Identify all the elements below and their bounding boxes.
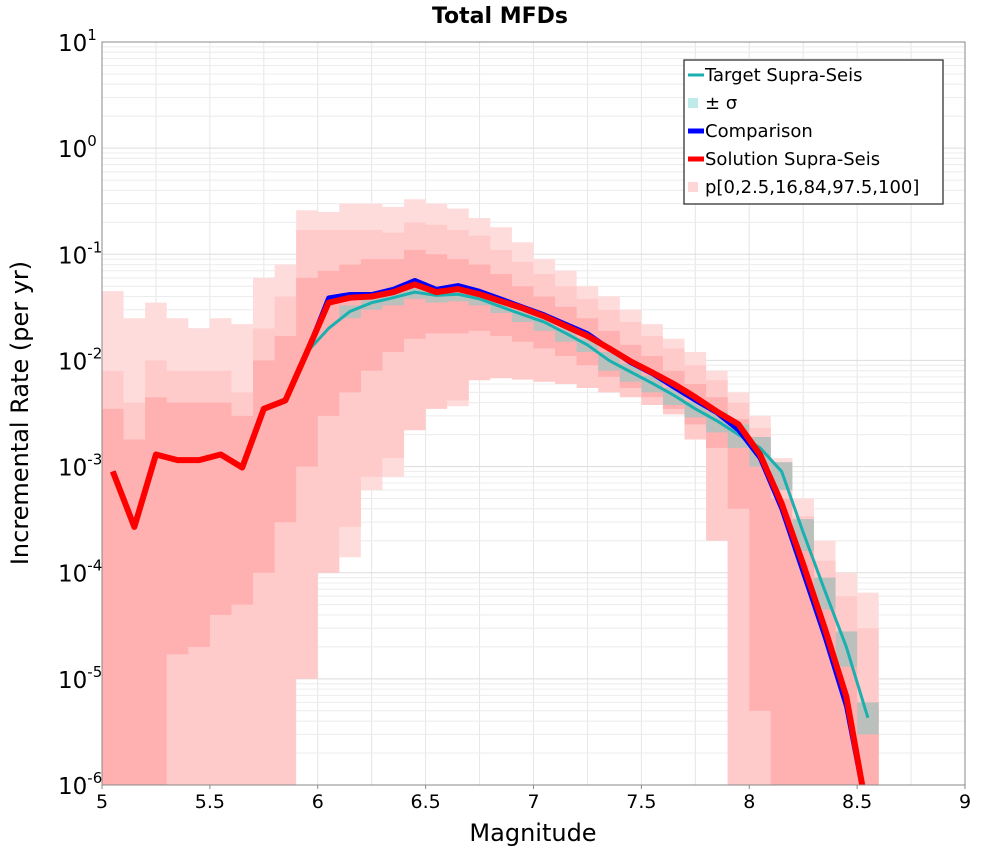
x-tick-label: 7.5 <box>626 791 656 813</box>
x-tick-label: 5 <box>96 791 108 813</box>
y-tick-label: 10-6 <box>58 769 102 800</box>
legend-box <box>683 59 944 205</box>
legend-label: ± σ <box>705 93 737 114</box>
x-tick-label: 8 <box>743 791 755 813</box>
x-axis-ticks: 5 5.5 6 6.5 7 7.5 8 8.5 9 <box>96 785 971 813</box>
x-tick-label: 6.5 <box>411 791 441 813</box>
x-tick-label: 6 <box>312 791 324 813</box>
y-tick-label: 10-4 <box>58 557 102 588</box>
percentile-bands <box>102 199 879 785</box>
y-tick-label: 10-1 <box>58 238 102 269</box>
series-line <box>109 281 866 785</box>
legend-swatch <box>688 98 698 108</box>
y-tick-label: 10-2 <box>58 344 102 375</box>
legend-label: Target Supra-Seis <box>704 65 862 86</box>
x-tick-label: 5.5 <box>195 791 225 813</box>
legend-label: p[0,2.5,16,84,97.5,100] <box>705 177 919 198</box>
y-tick-label: 100 <box>58 132 97 163</box>
x-tick-label: 9 <box>959 791 971 813</box>
y-axis-ticks: 101 100 10-1 10-2 10-3 10-4 10-5 10-6 <box>58 26 102 800</box>
x-axis-label: Magnitude <box>469 819 596 847</box>
legend-label: Comparison <box>705 121 813 142</box>
series-lines <box>109 277 870 785</box>
chart-title: Total MFDs <box>432 4 568 29</box>
legend-swatch <box>688 182 698 192</box>
y-axis-label: Incremental Rate (per yr) <box>6 261 34 565</box>
y-tick-label: 101 <box>58 26 97 57</box>
legend: Target Supra-Seis ± σ Comparison Solution S… <box>683 59 944 205</box>
legend-label: Solution Supra-Seis <box>705 149 880 170</box>
x-tick-label: 7 <box>527 791 539 813</box>
y-tick-label: 10-3 <box>58 451 102 482</box>
x-tick-label: 8.5 <box>842 791 872 813</box>
band-area <box>102 249 879 785</box>
y-tick-label: 10-5 <box>58 663 102 694</box>
